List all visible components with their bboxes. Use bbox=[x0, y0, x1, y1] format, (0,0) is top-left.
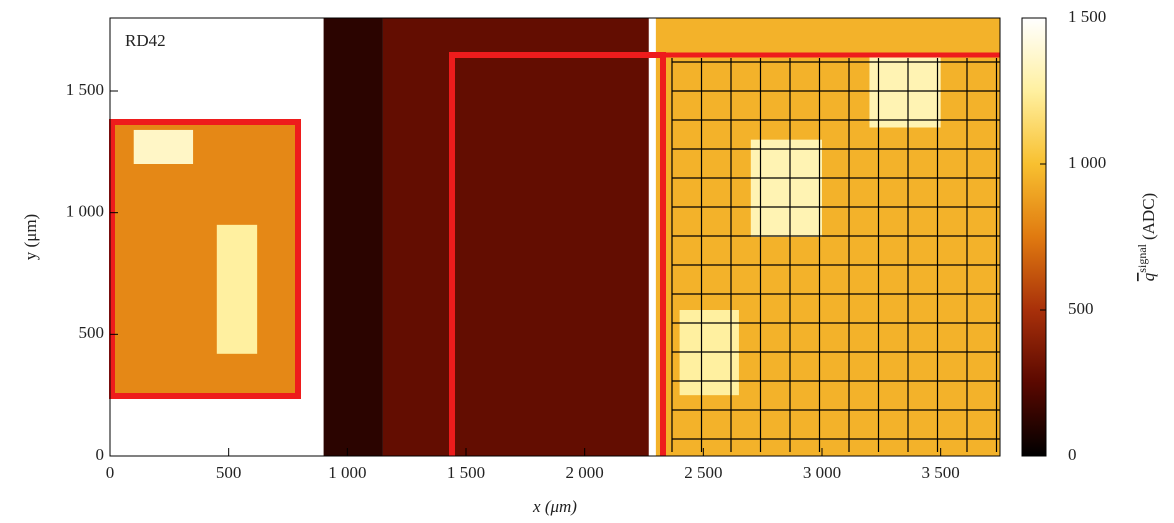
plot-frame bbox=[109, 17, 1001, 457]
x-tick-label: 0 bbox=[106, 463, 115, 482]
x-tick-label: 3 000 bbox=[803, 463, 841, 482]
colorbar-label: qsignal (ADC) bbox=[1135, 193, 1158, 281]
y-tick-label: 0 bbox=[96, 445, 105, 464]
heat-region bbox=[750, 139, 822, 237]
heat-region bbox=[216, 224, 258, 354]
colorbar bbox=[1021, 17, 1047, 457]
x-tick-label: 3 500 bbox=[922, 463, 960, 482]
x-tick-label: 2 500 bbox=[684, 463, 722, 482]
colorbar-tick-label: 1 500 bbox=[1068, 7, 1106, 26]
y-axis-label: y (μm) bbox=[21, 214, 40, 260]
y-tick-label: 1 000 bbox=[66, 202, 104, 221]
heatmap bbox=[110, 18, 1000, 456]
heat-region bbox=[110, 120, 296, 396]
annotation: RD42 bbox=[125, 31, 166, 50]
y-tick-label: 1 500 bbox=[66, 80, 104, 99]
colorbar-tick-label: 500 bbox=[1068, 299, 1094, 318]
y-tick-label: 500 bbox=[79, 323, 105, 342]
frame-left bbox=[109, 119, 301, 399]
pad-grid bbox=[671, 58, 1000, 452]
x-tick-label: 500 bbox=[216, 463, 242, 482]
heat-region bbox=[382, 18, 649, 456]
frame-middle bbox=[449, 52, 666, 456]
x-tick-label: 1 500 bbox=[447, 463, 485, 482]
colorbar-symbol: q bbox=[1139, 272, 1158, 281]
x-tick-label: 1 000 bbox=[328, 463, 366, 482]
colorbar-superscript: signal bbox=[1135, 243, 1149, 272]
heat-region bbox=[133, 129, 194, 164]
x-tick-label: 2 000 bbox=[566, 463, 604, 482]
annotation-frames bbox=[109, 52, 1000, 456]
colorbar-tick-label: 0 bbox=[1068, 445, 1077, 464]
heat-region bbox=[323, 18, 383, 456]
colorbar-tick-label: 1 000 bbox=[1068, 153, 1106, 172]
colorbar-unit: (ADC) bbox=[1139, 193, 1158, 240]
x-axis-label: x (μm) bbox=[532, 497, 577, 516]
